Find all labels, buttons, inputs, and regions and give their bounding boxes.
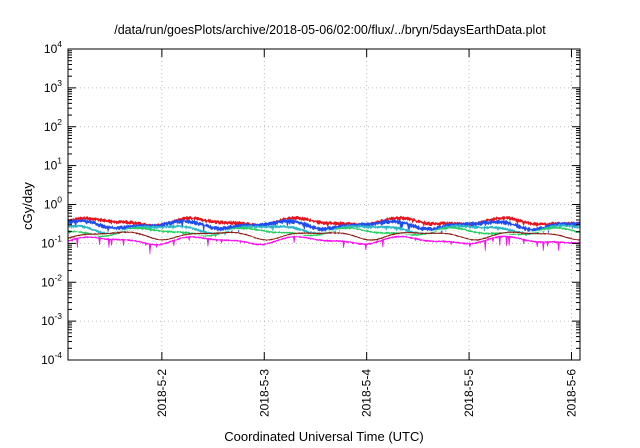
x-tick-label: 2018-5-5 (462, 369, 476, 417)
y-tick-label: 10-4 (41, 350, 62, 367)
y-tick-label: 102 (44, 117, 62, 134)
x-tick-label: 2018-5-4 (360, 369, 374, 417)
series-layer (67, 215, 581, 255)
x-tick-label: 2018-5-3 (257, 369, 271, 417)
x-axis-label: Coordinated Universal Time (UTC) (224, 429, 423, 444)
x-axis: 2018-5-2 2018-5-3 2018-5-4 2018-5-5 2018-5-6 (155, 49, 578, 417)
y-tick-label: 103 (44, 78, 62, 95)
x-tick-label: 2018-5-2 (155, 369, 169, 417)
y-axis-label: cGy/day (20, 182, 35, 230)
chart-title: /data/run/goesPlots/archive/2018-05-06/0… (114, 23, 546, 37)
y-tick-label: 104 (44, 39, 62, 56)
grid (68, 49, 580, 360)
y-tick-label: 10-1 (41, 233, 62, 250)
y-tick-label: 10-3 (41, 311, 62, 328)
x-tick-label: 2018-5-6 (564, 369, 578, 417)
y-tick-label: 10-2 (41, 272, 62, 289)
series-trace-6 (67, 235, 581, 255)
y-tick-label: 100 (44, 195, 62, 212)
y-tick-label: 101 (44, 156, 62, 173)
y-axis: 10-4 10-3 10-2 10-1 100 101 102 103 104 (41, 39, 580, 367)
